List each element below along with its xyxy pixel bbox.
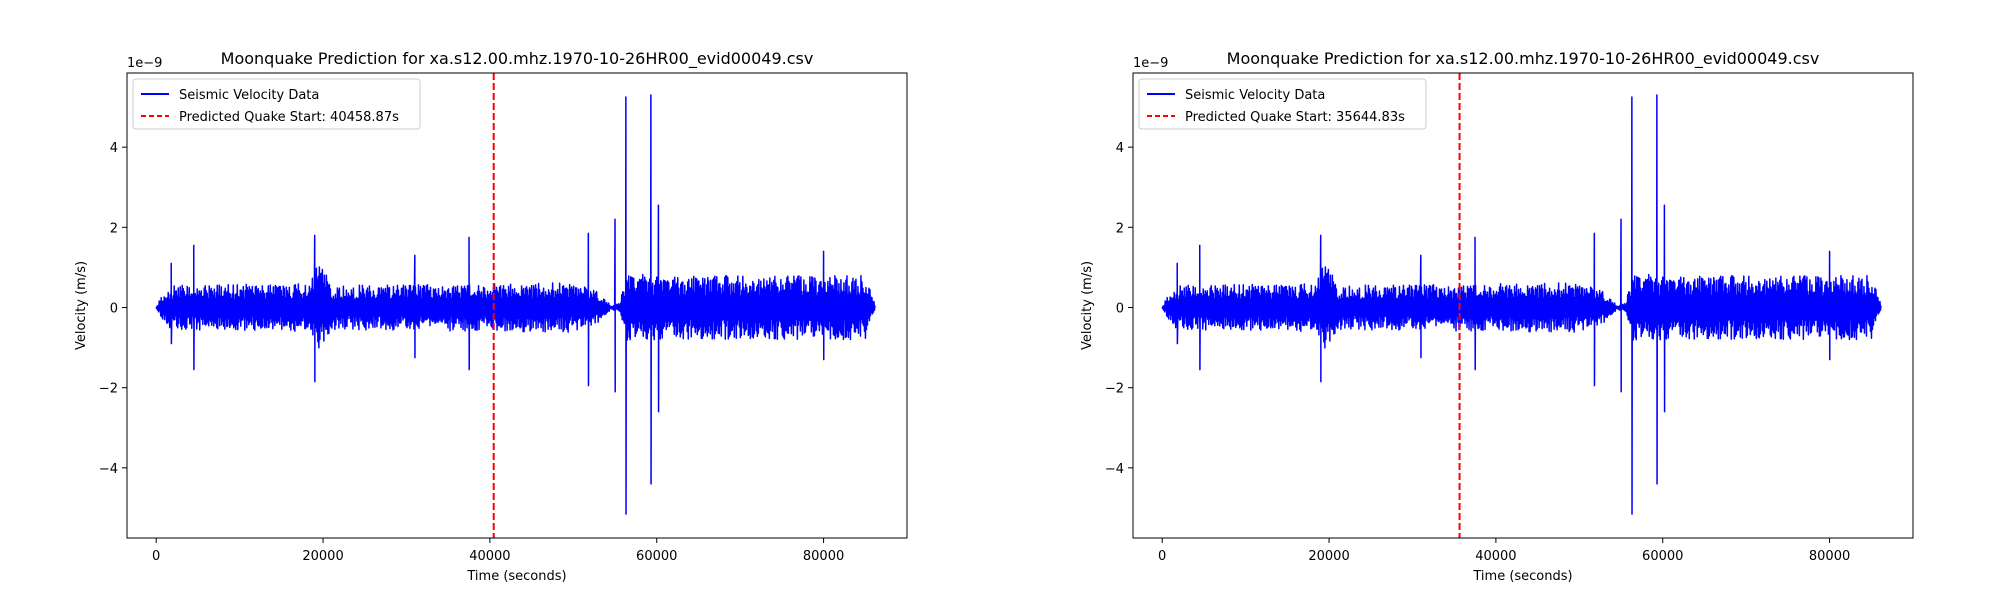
x-tick-label: 80000 [803,549,844,564]
plot-frame [1132,72,1914,539]
y-tick-label: 4 [110,141,118,156]
plot-frame [126,72,908,539]
legend-box [1138,78,1427,130]
y-tick-label: −2 [99,382,118,397]
x-tick-label: 60000 [1642,549,1683,564]
x-axis-label: Time (seconds) [1472,569,1572,584]
legend-label-seismic: Seismic Velocity Data [1185,88,1325,103]
chart-panel-2: 0 20000 40000 60000 80000 −4 −2 0 2 4 1e−9 Moonquak… [1080,49,1914,584]
y-tick-label: 2 [1116,221,1124,236]
x-tick-label: 0 [152,549,160,564]
y-tick-label: −4 [1105,462,1124,477]
y-axis-label: Velocity (m/s) [74,261,89,350]
y-scale-label: 1e−9 [127,56,162,71]
chart-title: Moonquake Prediction for xa.s12.00.mhz.1… [1227,49,1820,69]
x-tick-label: 0 [1158,549,1166,564]
chart-panel-1: 0 20000 40000 60000 80000 −4 −2 0 2 4 1e−9 Moonquak… [74,49,908,584]
x-tick-label: 20000 [1308,549,1349,564]
y-scale-label: 1e−9 [1133,56,1168,71]
legend-box [132,78,421,130]
legend: Seismic Velocity Data Predicted Quake Sta… [1138,78,1427,130]
x-tick-label: 80000 [1809,549,1850,564]
legend-label-seismic: Seismic Velocity Data [179,88,319,103]
y-axis-label: Velocity (m/s) [1080,261,1095,350]
x-axis-label: Time (seconds) [466,569,566,584]
x-tick-label: 20000 [302,549,343,564]
seismic-velocity-trace [1161,94,1882,515]
legend: Seismic Velocity Data Predicted Quake Sta… [132,78,421,130]
legend-label-predicted: Predicted Quake Start: 40458.87s [179,110,399,125]
y-tick-label: 0 [1116,302,1124,317]
y-tick-label: 4 [1116,141,1124,156]
y-tick-label: 2 [110,221,118,236]
x-tick-label: 40000 [1475,549,1516,564]
seismic-velocity-trace [155,94,876,515]
y-tick-label: −2 [1105,382,1124,397]
x-tick-label: 60000 [636,549,677,564]
legend-label-predicted: Predicted Quake Start: 35644.83s [1185,110,1405,125]
x-tick-label: 40000 [469,549,510,564]
chart-title: Moonquake Prediction for xa.s12.00.mhz.1… [221,49,814,69]
y-tick-label: 0 [110,302,118,317]
y-tick-label: −4 [99,462,118,477]
